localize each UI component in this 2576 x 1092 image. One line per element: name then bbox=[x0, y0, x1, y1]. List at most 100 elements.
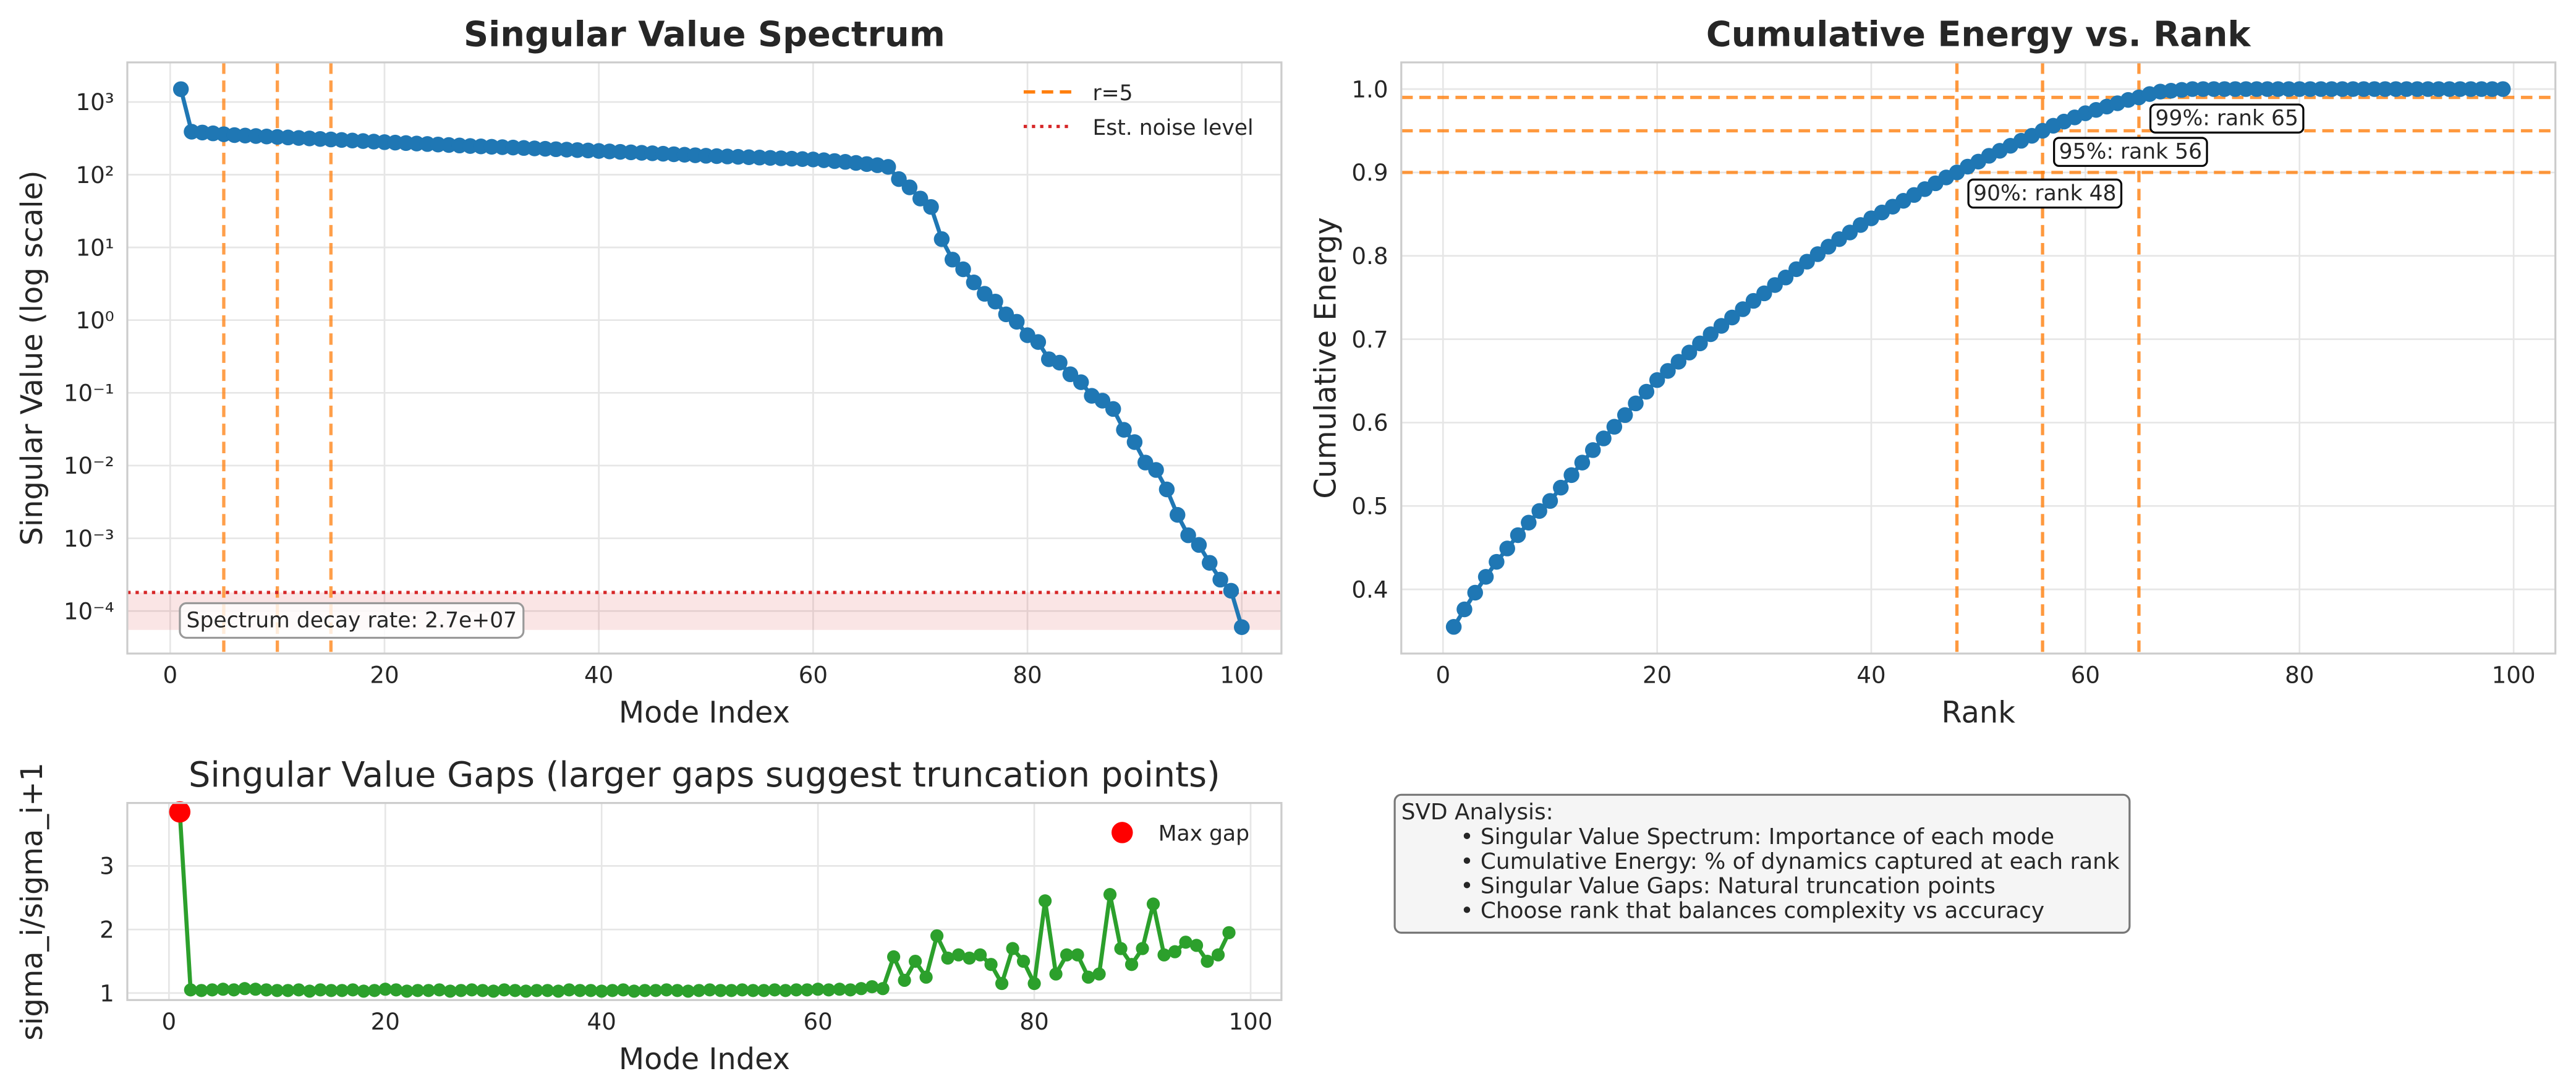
data-point bbox=[1756, 285, 1772, 302]
axes-frame bbox=[126, 61, 1283, 655]
data-point bbox=[1006, 942, 1019, 955]
data-point bbox=[865, 980, 879, 994]
data-point bbox=[530, 984, 543, 997]
data-point bbox=[833, 983, 846, 996]
y-tick-label: 0.7 bbox=[1351, 326, 1388, 353]
analysis-item: • Choose rank that balances complexity v… bbox=[1460, 898, 2044, 924]
data-point bbox=[1531, 503, 1547, 519]
data-point bbox=[1692, 335, 1708, 352]
threshold-label-box bbox=[2053, 137, 2208, 167]
data-point bbox=[411, 984, 425, 997]
x-tick-label: 0 bbox=[163, 662, 177, 689]
data-point bbox=[1628, 395, 1644, 412]
data-point bbox=[891, 171, 907, 187]
data-point bbox=[378, 983, 392, 996]
data-point bbox=[227, 983, 240, 997]
x-axis-label: Mode Index bbox=[619, 696, 790, 730]
data-point bbox=[1649, 372, 1665, 388]
x-tick-label: 0 bbox=[162, 1008, 177, 1035]
annotation: Spectrum decay rate: 2.7e+07 bbox=[187, 608, 517, 633]
data-point bbox=[616, 983, 630, 997]
data-point bbox=[1179, 936, 1192, 949]
y-tick-label: 0.4 bbox=[1351, 576, 1388, 603]
x-tick-label: 80 bbox=[1019, 1008, 1048, 1035]
data-point bbox=[519, 984, 533, 998]
data-point bbox=[303, 984, 317, 998]
x-tick-label: 60 bbox=[803, 1008, 832, 1035]
data-point bbox=[966, 274, 982, 291]
data-point bbox=[1521, 514, 1537, 531]
chart-panel: 0 20 40 60 80 100 10³ 10² 10¹ 10⁰ 10⁻¹ 10⁻² 10⁻³ 10⁻⁴… bbox=[15, 14, 1283, 730]
data-point bbox=[1052, 354, 1068, 371]
data-point bbox=[454, 984, 468, 997]
data-point bbox=[443, 984, 457, 998]
data-point bbox=[1596, 430, 1612, 446]
data-point bbox=[313, 983, 327, 997]
data-point bbox=[898, 973, 911, 987]
data-point bbox=[638, 984, 652, 997]
data-point bbox=[1489, 553, 1505, 570]
data-point bbox=[541, 984, 555, 997]
x-tick-label: 20 bbox=[371, 1008, 400, 1035]
data-point bbox=[1584, 442, 1601, 458]
data-point bbox=[746, 984, 760, 997]
data-point bbox=[573, 984, 587, 997]
data-point bbox=[1124, 958, 1139, 971]
data-point bbox=[292, 983, 305, 997]
data-point bbox=[1114, 942, 1128, 955]
data-point bbox=[1071, 948, 1084, 962]
data-point bbox=[1223, 582, 1239, 599]
data-point bbox=[1136, 942, 1149, 955]
plot-area bbox=[127, 803, 1282, 1000]
data-point bbox=[886, 950, 901, 964]
data-point bbox=[627, 984, 641, 998]
y-tick-label: 0.8 bbox=[1351, 242, 1388, 270]
data-point bbox=[963, 951, 976, 965]
data-point bbox=[987, 293, 1003, 310]
data-point bbox=[595, 984, 608, 998]
y-tick-label: 0.5 bbox=[1351, 493, 1388, 520]
y-axis-label: Singular Value (log scale) bbox=[15, 170, 49, 545]
data-point bbox=[1467, 584, 1483, 601]
data-point bbox=[1777, 270, 1794, 286]
data-point bbox=[2495, 81, 2511, 97]
data-point bbox=[779, 984, 793, 997]
data-point bbox=[984, 958, 998, 971]
data-point bbox=[844, 983, 857, 997]
data-point bbox=[281, 984, 295, 997]
data-point bbox=[487, 984, 500, 998]
data-point bbox=[1081, 970, 1095, 984]
data-point bbox=[508, 984, 522, 997]
data-point bbox=[876, 982, 890, 996]
data-point bbox=[1724, 309, 1740, 326]
annotation-box bbox=[179, 602, 525, 639]
data-point bbox=[660, 983, 673, 997]
max-gap-point bbox=[169, 801, 191, 823]
axes-frame bbox=[126, 802, 1283, 1001]
data-point bbox=[1016, 954, 1031, 968]
analysis-item: • Singular Value Spectrum: Importance of… bbox=[1460, 824, 2054, 850]
data-point bbox=[1477, 569, 1494, 585]
data-point bbox=[649, 984, 663, 997]
y-tick-label: 10⁰ bbox=[76, 307, 114, 334]
data-point bbox=[1201, 954, 1214, 968]
data-point bbox=[801, 983, 814, 997]
data-point bbox=[1180, 527, 1196, 544]
analysis-item: • Cumulative Energy: % of dynamics captu… bbox=[1460, 849, 2120, 874]
x-tick-label: 40 bbox=[584, 662, 613, 689]
threshold-label: 90%: rank 48 bbox=[1973, 181, 2116, 206]
data-point bbox=[1027, 976, 1041, 991]
data-point bbox=[1105, 401, 1121, 417]
chart-panel: 0 20 40 60 80 100 0.4 0.5 0.6 0.7 0.8 0.9 1.0 90%: ra… bbox=[1309, 14, 2557, 730]
data-point bbox=[476, 984, 490, 997]
threshold-label: 95%: rank 56 bbox=[2059, 140, 2202, 164]
data-point bbox=[1189, 939, 1204, 952]
data-point bbox=[1702, 326, 1719, 343]
x-tick-label: 100 bbox=[1229, 1008, 1273, 1035]
data-point bbox=[1713, 318, 1730, 334]
data-point bbox=[389, 983, 403, 997]
y-axis-label: sigma_i/sigma_i+1 bbox=[15, 762, 49, 1041]
data-point bbox=[901, 179, 918, 195]
data-point bbox=[1008, 314, 1025, 330]
data-point bbox=[703, 983, 716, 997]
